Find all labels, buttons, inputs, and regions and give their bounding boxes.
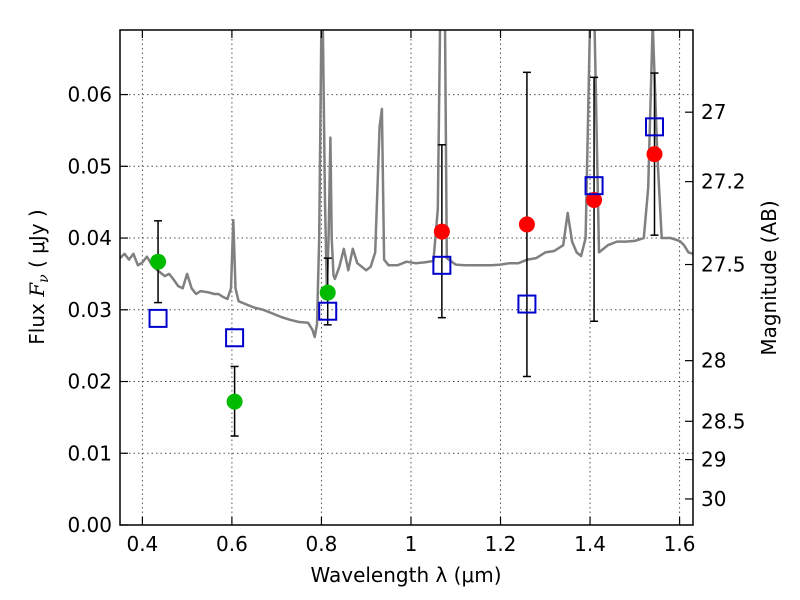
x-axis-title: Wavelength λ (μm): [310, 563, 501, 587]
model-square: [318, 301, 338, 321]
y-axis-title-subscript: ν: [36, 274, 52, 283]
y-tick-label: 0.01: [67, 441, 112, 465]
y-tick-label: 0.03: [67, 298, 112, 322]
observed-points: [150, 146, 663, 410]
model-square: [432, 255, 452, 275]
model-squares: [148, 117, 665, 348]
plot-area: [120, 30, 693, 525]
plot-content: [120, 30, 693, 437]
x-tick-label: 0.6: [216, 532, 248, 556]
y2-tick-label: 28: [701, 349, 726, 373]
x-tick-label: 0.8: [306, 532, 338, 556]
plot-frame: [119, 29, 694, 526]
observed-point-green: [150, 253, 167, 270]
x-tick-label: 1.2: [485, 532, 517, 556]
observed-point-green: [226, 393, 243, 410]
y2-tick-label: 27.2: [701, 170, 746, 194]
y2-tick-label: 30: [701, 487, 726, 511]
y-axis-title-symbol: F: [25, 282, 49, 298]
observed-point-red: [646, 146, 663, 163]
y-axis-title-suffix: ( μJy ): [25, 209, 49, 274]
model-square: [517, 294, 537, 314]
x-tick-label: 1.4: [574, 532, 606, 556]
y-axis-ticks: 0.00 0.01 0.02 0.03 0.04 0.05 0.06: [67, 83, 128, 537]
x-tick-label: 0.4: [126, 532, 158, 556]
x-tick-label: 1.6: [664, 532, 696, 556]
x-tick-label: 1: [405, 532, 418, 556]
y-tick-label: 0.06: [67, 83, 112, 107]
y-axis-title: Flux Fν ( μJy ): [25, 209, 52, 344]
x-axis-ticks: 0.4 0.6 0.8 1 1.2 1.4 1.6: [126, 30, 695, 556]
sed-spectrum-line: [120, 30, 693, 339]
y-tick-label: 0.02: [67, 370, 112, 394]
observed-point-red: [586, 192, 603, 209]
y2-axis-ticks: 27 27.2 27.5 28 28.5 29 30: [685, 100, 746, 511]
observed-point-red: [433, 223, 450, 240]
y2-tick-label: 27.5: [701, 253, 746, 277]
model-square: [148, 308, 168, 328]
y-axis-title-prefix: Flux: [25, 297, 49, 345]
model-square: [645, 117, 665, 137]
observed-point-green: [319, 284, 336, 301]
y-tick-label: 0.04: [67, 226, 112, 250]
y2-tick-label: 29: [701, 448, 726, 472]
y-tick-label: 0.05: [67, 154, 112, 178]
model-square: [584, 176, 604, 196]
y2-tick-label: 27: [701, 100, 726, 124]
model-square: [225, 328, 245, 348]
y2-tick-label: 28.5: [701, 409, 746, 433]
y-tick-label: 0.00: [67, 513, 112, 537]
observed-point-red: [518, 216, 535, 233]
y2-axis-title: Magnitude (AB): [757, 200, 781, 355]
